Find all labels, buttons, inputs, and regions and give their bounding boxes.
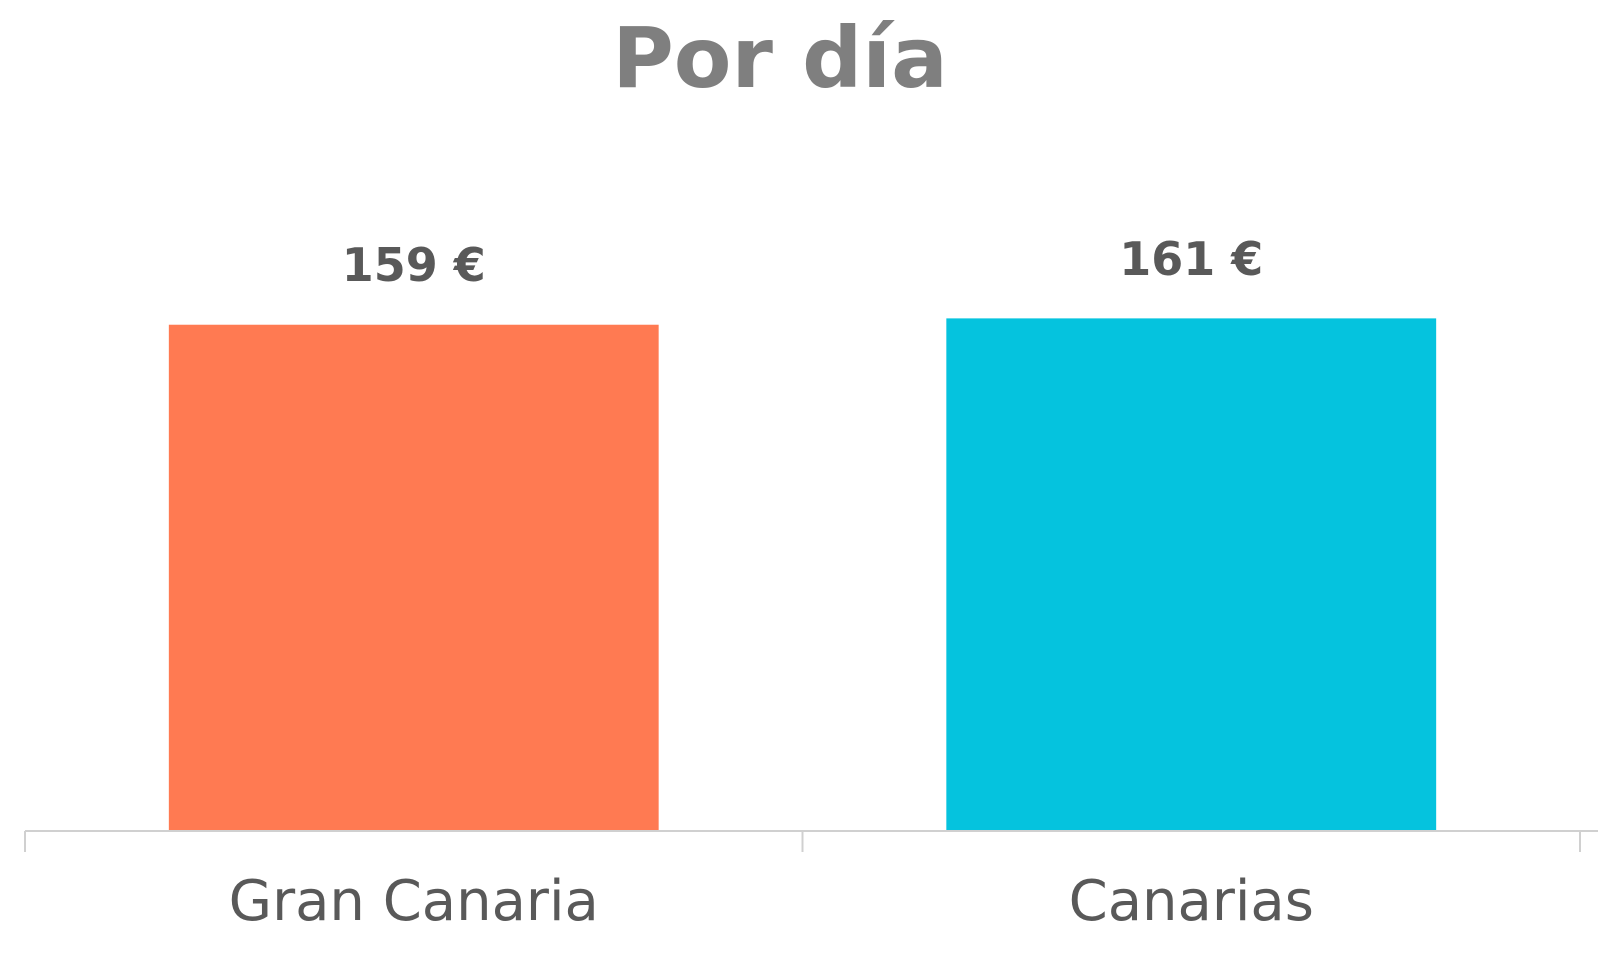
value-label: 159 €: [342, 238, 486, 292]
bar: [946, 318, 1437, 830]
x-tick-label: Gran Canaria: [229, 869, 599, 934]
value-label: 161 €: [1119, 232, 1263, 286]
bar: [168, 324, 659, 830]
x-tick-label: Canarias: [1069, 869, 1314, 934]
chart-title: Por día: [612, 9, 948, 107]
